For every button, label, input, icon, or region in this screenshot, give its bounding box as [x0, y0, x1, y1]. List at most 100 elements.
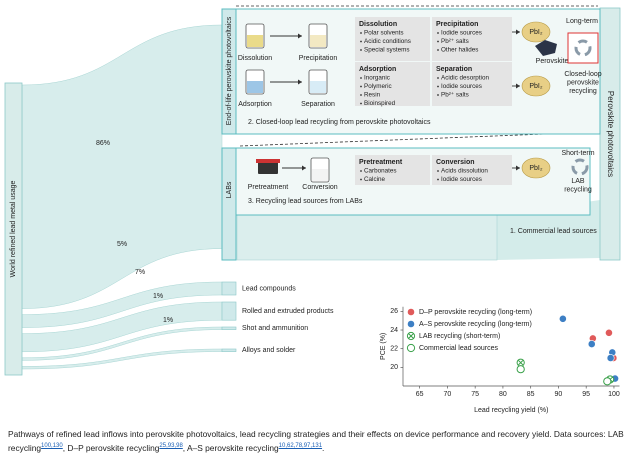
legend-label: Commercial lead sources: [419, 345, 498, 352]
arrow-head: [298, 33, 302, 39]
x-axis-label: Lead recycling yield (%): [474, 407, 548, 414]
figure-caption: Pathways of refined lead inflows into pe…: [8, 428, 632, 454]
bullet: [360, 40, 362, 43]
caption-text: , A–S perovskite recycling: [182, 442, 279, 453]
x-tick-label: 100: [608, 391, 620, 398]
icon-label: Precipitation: [299, 55, 338, 62]
product-label: PbI₂: [529, 83, 543, 90]
outcome-label: LAB: [571, 178, 585, 185]
step-item: Calcine: [364, 176, 385, 183]
commercial-label: 1. Commercial lead sources: [510, 228, 597, 235]
commercial-box: [236, 214, 498, 261]
y-tick-label: 26: [390, 308, 398, 315]
recycle-icon: [574, 39, 592, 57]
step-title: Pretreatment: [359, 159, 403, 166]
step-item: Polar solvents: [364, 30, 404, 37]
bullet: [360, 77, 362, 79]
outcome-label: perovskite: [567, 79, 599, 86]
flow-percent: 5%: [117, 241, 127, 248]
bullet: [437, 94, 439, 96]
data-point: [516, 365, 525, 374]
step-box: [355, 155, 430, 185]
perovskite-icon: [535, 40, 557, 56]
target-box: [221, 301, 237, 321]
step-title: Dissolution: [359, 21, 397, 28]
bullet: [360, 85, 362, 88]
figure-graphic: 86% 5% Lead compounds 7% Rolled and extruded…: [4, 5, 621, 414]
labs-label: LABs: [226, 181, 233, 198]
flow-percent: 86%: [96, 140, 110, 147]
step-box: [355, 62, 430, 106]
target-box: [221, 326, 237, 330]
beaker-liquid: [310, 81, 326, 93]
bullet: [360, 49, 362, 51]
bullet: [360, 102, 362, 105]
arrow-head: [516, 165, 520, 171]
arrow-head: [516, 83, 520, 89]
target-box: [221, 281, 237, 296]
bullet: [437, 49, 439, 51]
data-point: [605, 328, 613, 337]
bullet: [437, 170, 439, 172]
legend-label: A–S perovskite recycling (long-term): [419, 321, 532, 328]
target-column-label: Perovskite photovoltaics: [606, 91, 615, 177]
outcome-box: [567, 32, 599, 64]
legend-marker: [406, 343, 416, 353]
battery-icon: [258, 162, 278, 174]
y-tick-label: 20: [390, 364, 398, 371]
y-axis-label: PCE (%): [380, 333, 387, 360]
step-item: Other halides: [441, 47, 478, 54]
battery-top: [256, 159, 280, 163]
labs-strip: [221, 147, 237, 261]
arrow-head: [516, 29, 520, 35]
perovskite-label: Perovskite: [536, 58, 569, 65]
legend-label: LAB recycling (short-term): [419, 333, 500, 340]
beaker-liquid: [247, 81, 263, 93]
eol-strip: [221, 8, 237, 135]
caption-text: .: [322, 442, 325, 453]
step-item: Bioinspired: [364, 100, 396, 107]
step-item: Iodide sources: [441, 30, 482, 37]
beaker-liquid: [310, 35, 326, 47]
caption-ref: 10,62,78,97,131: [278, 443, 323, 449]
flow-band: [21, 24, 223, 309]
pbi2-icon: [521, 75, 551, 97]
target-label: Rolled and extruded products: [242, 308, 334, 315]
panel-caption: 3. Recycling lead sources from LABs: [248, 198, 363, 205]
data-point: [606, 354, 615, 362]
legend-marker: [406, 331, 416, 341]
x-tick-label: 75: [471, 391, 479, 398]
caption-ref: 100,130: [41, 443, 63, 449]
bullet: [360, 94, 362, 96]
bullet: [437, 85, 439, 88]
bullet: [437, 32, 439, 34]
step-item: Carbonates: [364, 168, 397, 175]
arrow-head: [302, 165, 306, 171]
y-tick-label: 22: [390, 346, 398, 353]
step-item: Acidic desorption: [441, 75, 489, 82]
flow-percent: 1%: [153, 293, 163, 300]
source-label: World refined lead metal usage: [10, 181, 17, 278]
legend-marker: [407, 308, 415, 316]
x-tick-label: 70: [444, 391, 452, 398]
product-label: PbI₂: [529, 29, 543, 36]
panel-caption: 2. Closed-loop lead recycling from perov…: [248, 119, 431, 126]
x-tick-label: 80: [499, 391, 507, 398]
target-label: Shot and ammunition: [242, 325, 308, 332]
bullet: [360, 178, 362, 181]
icon-label: Dissolution: [238, 55, 272, 62]
step-title: Precipitation: [436, 21, 478, 28]
step-item: Inorganic: [364, 75, 390, 82]
flow-percent: 1%: [163, 317, 173, 324]
step-box: [355, 17, 430, 61]
term-label: Short-term: [561, 150, 594, 157]
bullet: [437, 40, 439, 43]
term-label: Long-term: [566, 18, 598, 25]
icon-label: Separation: [301, 101, 335, 108]
beaker-liquid: [247, 35, 263, 47]
step-box: [432, 155, 512, 185]
beaker-liquid: [312, 169, 328, 181]
outcome-label: Closed-loop: [564, 71, 601, 78]
icon-label: Conversion: [302, 184, 338, 191]
